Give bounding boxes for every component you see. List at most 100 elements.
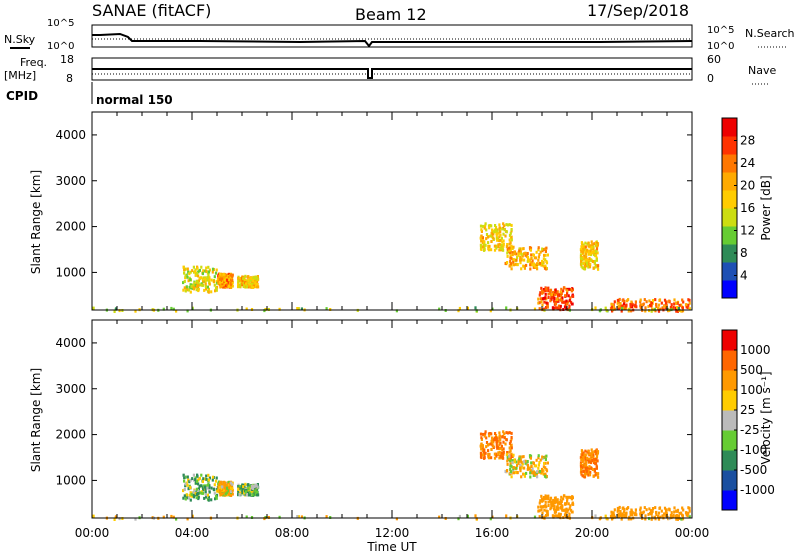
- echo-cell: [503, 228, 506, 232]
- echo-cell: [545, 454, 548, 458]
- echo-cell: [201, 480, 204, 484]
- echo-cell: [208, 484, 211, 488]
- echo-cell: [674, 514, 677, 518]
- echo-cell: [571, 287, 574, 291]
- echo-cell: [210, 498, 213, 502]
- echo-cell: [618, 505, 621, 509]
- echo-cell: [564, 294, 567, 298]
- echo-cell: [542, 456, 545, 459]
- echo-cell: [521, 247, 524, 251]
- echo-cell: [248, 493, 251, 497]
- echo-cell: [591, 451, 594, 455]
- echo-cell: [682, 508, 685, 512]
- echo-cell: [197, 482, 200, 486]
- echo-cell: [540, 286, 543, 290]
- echo-cell: [221, 284, 224, 288]
- echo-cell: [541, 511, 544, 515]
- echo-cell: [595, 466, 598, 470]
- echo-cell: [521, 254, 524, 258]
- echo-cell: [250, 277, 253, 280]
- echo-cell: [590, 259, 593, 263]
- echo-cell: [494, 224, 497, 227]
- echo-cell: [569, 504, 572, 508]
- echo-cell: [570, 289, 573, 293]
- echo-cell: [611, 305, 614, 309]
- echo-cell: [254, 489, 257, 493]
- echo-cell: [551, 306, 554, 310]
- echo-cell: [495, 236, 498, 240]
- echo-cell: [230, 286, 233, 289]
- echo-cell: [229, 490, 233, 494]
- echo-cell: [542, 472, 545, 476]
- echo-cell: [191, 269, 194, 273]
- echo-cell: [227, 284, 231, 288]
- echo-cell: [587, 261, 590, 265]
- echo-cell: [588, 249, 591, 253]
- echo-cell: [547, 296, 550, 299]
- echo-cell: [584, 464, 587, 468]
- freq-label-2: [MHz]: [4, 69, 36, 82]
- echo-cell: [480, 447, 483, 451]
- echo-cell: [113, 518, 116, 521]
- y-tick-label: 1000: [55, 473, 86, 487]
- echo-cell: [242, 279, 245, 283]
- echo-cell: [529, 475, 532, 479]
- echo-cell: [508, 454, 511, 458]
- echo-cell: [194, 284, 197, 288]
- echo-cell: [208, 490, 211, 494]
- echo-cell: [297, 307, 300, 311]
- echo-cell: [640, 511, 643, 515]
- echo-cell: [552, 290, 555, 294]
- echo-cell: [189, 486, 192, 490]
- nave-tick-bottom: 0: [707, 72, 714, 85]
- echo-cell: [553, 507, 556, 511]
- echo-cell: [594, 514, 597, 518]
- echo-cell: [585, 469, 588, 473]
- echo-cell: [255, 281, 258, 285]
- echo-cell: [201, 272, 204, 276]
- echo-cell: [520, 267, 523, 271]
- echo-cell: [499, 438, 502, 442]
- echo-cell: [474, 306, 477, 310]
- colorbar-segment: [722, 118, 737, 137]
- echo-cell: [172, 515, 175, 519]
- echo-cell: [522, 460, 526, 464]
- echo-cell: [627, 298, 630, 302]
- echo-cell: [540, 494, 543, 498]
- echo-cell: [675, 513, 679, 517]
- echo-cell: [219, 487, 223, 490]
- echo-cell: [184, 484, 187, 488]
- echo-cell: [546, 512, 549, 516]
- echo-cell: [487, 456, 491, 460]
- echo-cell: [675, 309, 678, 313]
- echo-cell: [509, 457, 512, 461]
- echo-cell: [511, 459, 514, 463]
- echo-cell: [480, 234, 483, 238]
- echo-cell: [237, 493, 240, 496]
- echo-cell: [499, 446, 502, 450]
- echo-cell: [687, 511, 690, 515]
- echo-cell: [523, 266, 526, 270]
- echo-cell: [647, 304, 650, 308]
- echo-cell: [594, 306, 597, 310]
- echo-cell: [256, 277, 259, 281]
- echo-cell: [541, 471, 544, 475]
- echo-cell: [189, 498, 192, 502]
- echo-cell: [619, 302, 622, 305]
- echo-cell: [496, 238, 499, 242]
- echo-cell: [481, 224, 485, 228]
- echo-cell: [580, 458, 583, 461]
- echo-cell: [516, 463, 519, 467]
- echo-cell: [498, 226, 501, 230]
- echo-cell: [501, 435, 504, 439]
- echo-cell: [623, 299, 626, 303]
- echo-cell: [227, 276, 230, 280]
- echo-cell: [213, 283, 216, 287]
- echo-cell: [488, 226, 491, 230]
- echo-cell: [642, 510, 645, 514]
- echo-cell: [481, 432, 485, 436]
- echo-cell: [595, 455, 599, 459]
- echo-cell: [518, 457, 521, 461]
- x-tick-label: 00:00: [75, 526, 110, 540]
- echo-cell: [545, 514, 548, 517]
